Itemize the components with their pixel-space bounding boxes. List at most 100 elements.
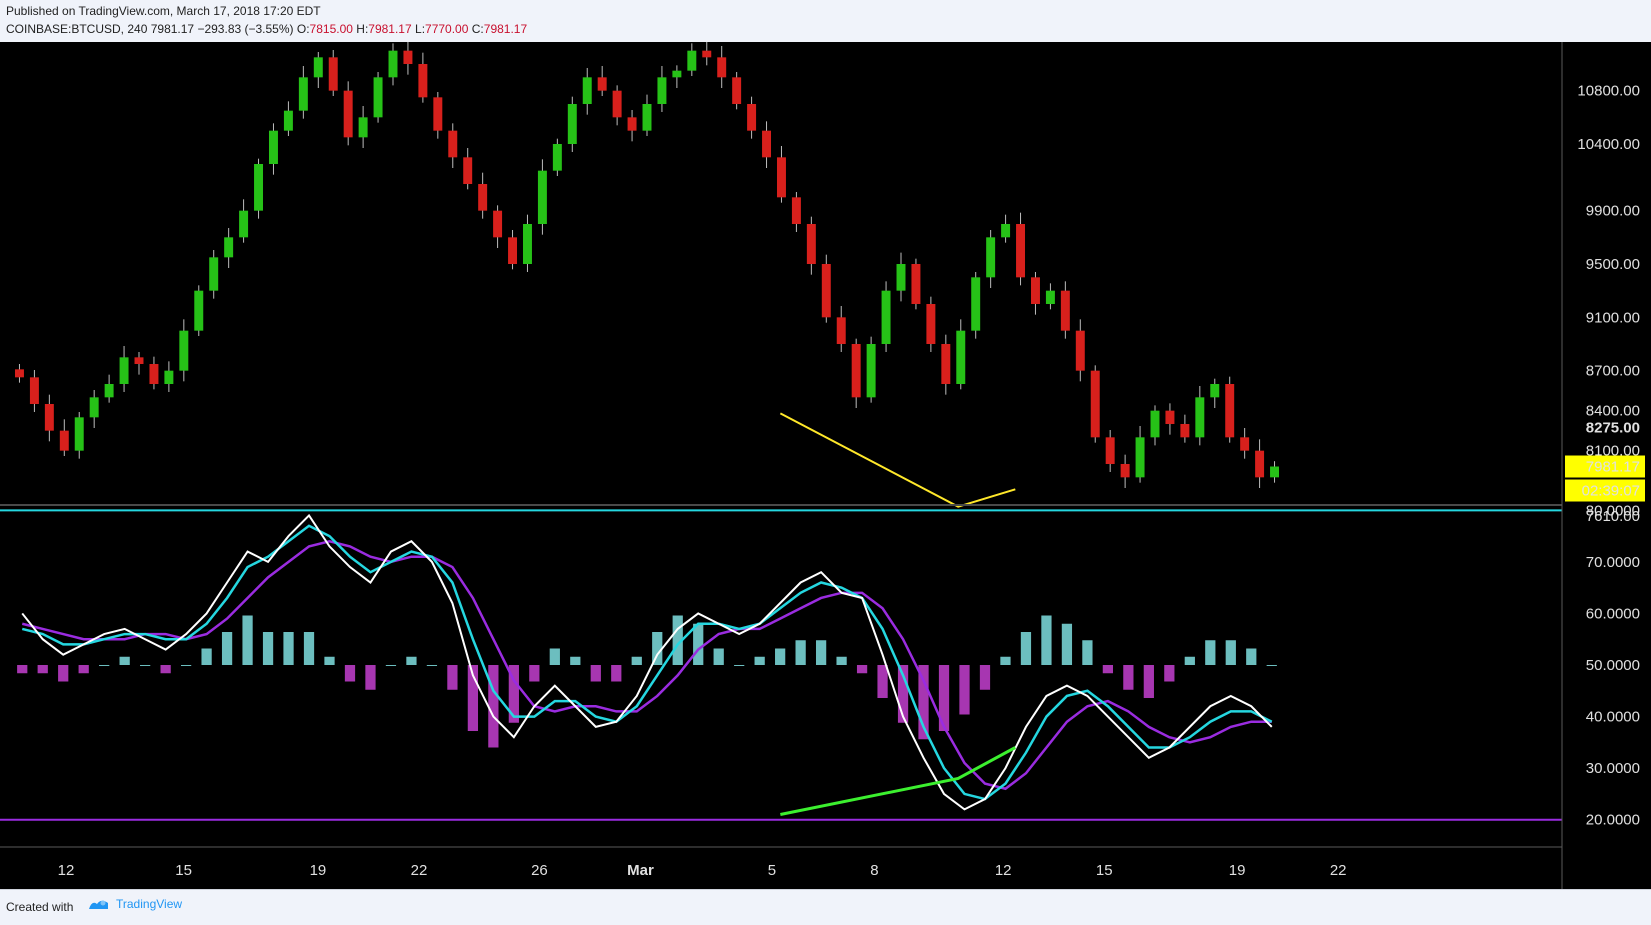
candle-body — [732, 77, 742, 104]
tradingview-link[interactable]: TradingView — [88, 897, 182, 911]
histogram-bar — [959, 665, 970, 715]
candle-body — [59, 430, 69, 451]
tradingview-brand: TradingView — [116, 897, 183, 911]
chart-area[interactable]: 10800.00 10400.00 9900.00 9500.00 9100.00 870… — [0, 42, 1651, 889]
candle-body — [388, 50, 398, 78]
histogram-bar — [713, 648, 724, 665]
candle-body — [418, 64, 428, 98]
candle-body — [1105, 437, 1115, 464]
candle-body — [1045, 290, 1055, 304]
histogram-bar — [652, 632, 663, 665]
histogram-bar — [775, 648, 786, 665]
candle-body — [1195, 397, 1205, 438]
histogram-bar — [119, 656, 130, 665]
price-pane[interactable] — [14, 42, 1280, 508]
price-tick-label: 8100.00 — [1586, 443, 1640, 460]
histogram-bar — [1246, 648, 1257, 665]
low-value: 7770.00 — [425, 22, 469, 36]
candle-body — [627, 117, 637, 131]
histogram-bar — [180, 665, 192, 666]
candle-body — [747, 104, 757, 131]
candle-body — [537, 170, 547, 224]
candle-body — [343, 90, 353, 138]
chart-footer: Created with TradingView — [0, 889, 1651, 925]
histogram-bar — [99, 665, 110, 666]
histogram-bar — [58, 665, 69, 682]
candle-body — [896, 264, 906, 291]
candle-body — [806, 224, 816, 264]
histogram-bar — [344, 665, 356, 682]
histogram-bar — [406, 656, 417, 665]
candle-body — [89, 397, 99, 418]
price-tick-label: 7610.00 — [1586, 508, 1640, 525]
oscillator-pane[interactable] — [0, 509, 1562, 821]
histogram-bar — [385, 665, 397, 666]
price-tick-label: 9500.00 — [1586, 256, 1640, 273]
candle-body — [433, 97, 443, 131]
close-label: C: — [471, 22, 484, 36]
histogram-bar — [795, 640, 806, 665]
histogram-bar — [1061, 623, 1073, 665]
marked-level-label: 8275.00 — [1586, 419, 1640, 436]
candle-body — [1120, 464, 1130, 478]
candle-body — [209, 257, 219, 291]
open-value: 7815.00 — [309, 22, 353, 36]
chart-svg[interactable]: 10800.0010400.009900.009500.009100.00870… — [0, 42, 1651, 889]
candle-body — [911, 264, 921, 304]
histogram-bar — [529, 665, 540, 682]
time-tick-label: 8 — [870, 862, 878, 879]
time-tick-label: 19 — [1229, 862, 1246, 879]
time-tick-label: 22 — [1330, 862, 1347, 879]
histogram-bar — [303, 632, 315, 665]
close-value: 7981.17 — [483, 22, 528, 36]
candle-body — [1001, 224, 1011, 238]
candle-body — [508, 237, 518, 264]
candle-body — [687, 50, 697, 71]
histogram-bar — [611, 665, 622, 682]
oscillator-tick-label: 80.0000 — [1586, 502, 1640, 519]
oscillator-axis[interactable]: 80.0000 70.0000 60.0000 50.0000 40.0000 30.00… — [1586, 502, 1640, 828]
candle-body — [851, 344, 861, 398]
price-tick-label: 9900.00 — [1586, 203, 1640, 220]
stoch-d-line — [21, 524, 1273, 801]
candle-body — [612, 90, 622, 118]
candle-body — [194, 290, 204, 331]
time-axis[interactable]: 12 15 19 22 26 Mar 5 8 12 15 19 22 — [58, 862, 1347, 879]
candle-body — [1060, 290, 1070, 331]
candle-body — [642, 104, 652, 131]
histogram-bar — [877, 665, 888, 698]
histogram-bar — [672, 615, 683, 665]
histogram-bar — [1225, 640, 1236, 665]
candle-body — [1016, 224, 1026, 278]
candle-body — [881, 290, 891, 344]
candle-body — [14, 369, 24, 378]
candle-body — [104, 384, 114, 398]
time-tick-label: 12 — [58, 862, 75, 879]
candle-body — [1150, 410, 1160, 438]
oscillator-tick-label: 40.0000 — [1586, 709, 1640, 726]
time-tick-label: 5 — [768, 862, 776, 879]
countdown-tag — [1565, 479, 1645, 502]
candle-body — [463, 157, 473, 184]
time-tick-label: 26 — [531, 862, 548, 879]
price-tick-label: 8700.00 — [1586, 363, 1640, 380]
countdown-tag-label: 02:39:07 — [1582, 483, 1640, 500]
histogram-bar — [221, 632, 233, 665]
price-axis[interactable]: 10800.00 10400.00 9900.00 9500.00 9100.00 870… — [1565, 83, 1645, 525]
histogram-bar — [918, 665, 929, 740]
candle-body — [44, 404, 54, 431]
histogram-bar — [201, 648, 212, 665]
histogram-bar — [1082, 640, 1093, 665]
candle-body — [493, 210, 503, 238]
candle-body — [134, 357, 144, 364]
oscillator-trendline — [780, 746, 1017, 817]
candle-body — [149, 364, 159, 384]
histogram-bar — [488, 665, 499, 748]
oscillator-tick-label: 30.0000 — [1586, 760, 1640, 777]
candle-body — [1090, 370, 1100, 438]
candle-body — [926, 304, 936, 344]
candle-body — [268, 130, 278, 164]
time-tick-label: 15 — [1096, 862, 1113, 879]
symbol-label[interactable]: COINBASE:BTCUSD, 240 — [6, 22, 148, 36]
candle-body — [657, 77, 667, 104]
